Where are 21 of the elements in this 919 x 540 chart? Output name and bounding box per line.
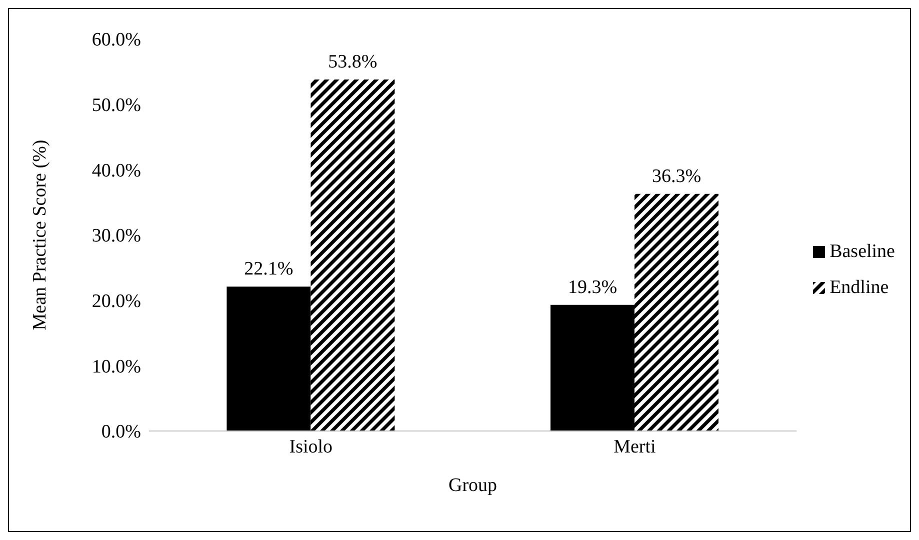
data-label: 36.3% <box>652 166 702 187</box>
bar <box>310 80 395 431</box>
y-tick-label: 60.0% <box>92 30 142 51</box>
x-tick-label: Isiolo <box>289 436 333 458</box>
x-axis-title: Group <box>448 475 498 496</box>
y-axis-title: Mean Practice Score (%) <box>30 140 51 330</box>
y-tick-label: 10.0% <box>92 356 142 378</box>
y-tick-label: 20.0% <box>92 291 142 312</box>
y-tick-label: 50.0% <box>92 95 142 116</box>
legend-label: Baseline <box>830 241 895 263</box>
bar <box>550 304 634 431</box>
data-label: 53.8% <box>328 52 378 73</box>
legend-label: Endline <box>830 277 889 299</box>
y-tick-label: 0.0% <box>101 422 142 443</box>
data-label: 19.3% <box>568 276 618 298</box>
bar <box>634 194 718 431</box>
x-tick-label: Merti <box>614 436 656 458</box>
y-tick-label: 30.0% <box>92 226 142 247</box>
bar <box>226 286 311 431</box>
y-tick-label: 40.0% <box>92 160 142 182</box>
data-label: 22.1% <box>244 258 294 280</box>
